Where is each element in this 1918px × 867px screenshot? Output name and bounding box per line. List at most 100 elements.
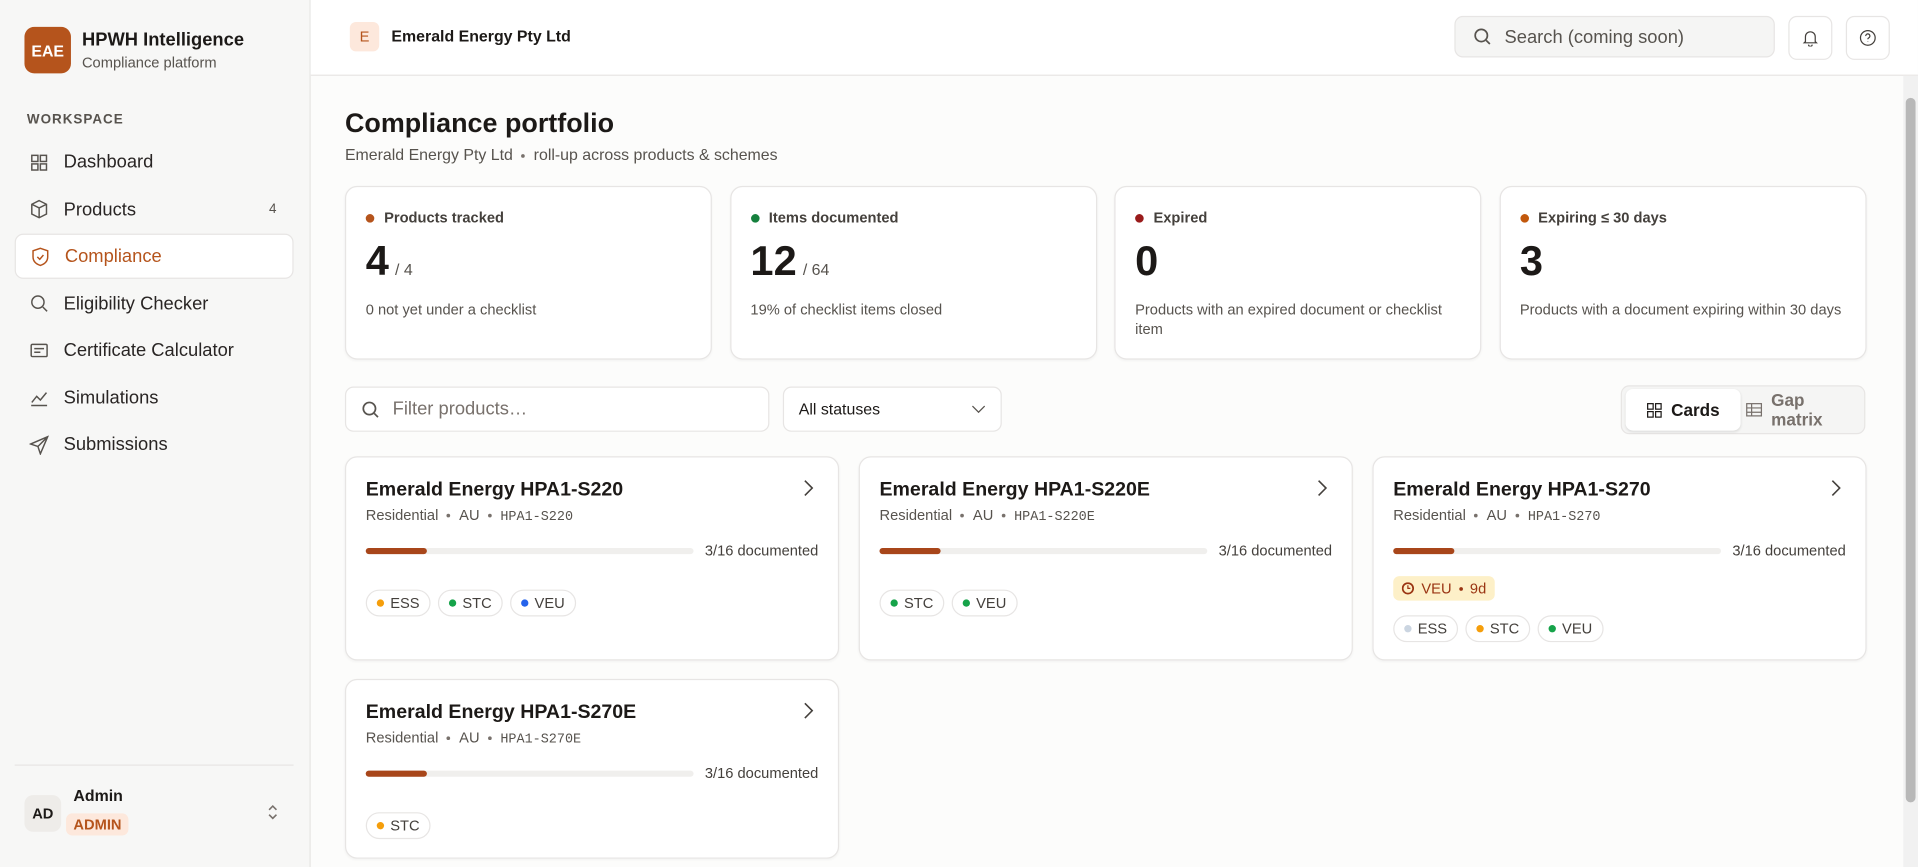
product-region: AU	[459, 506, 480, 524]
open-arrow[interactable]	[1317, 479, 1328, 496]
product-name: Emerald Energy HPA1-S220E	[879, 479, 1150, 501]
nav-icon	[31, 392, 48, 407]
stat-note: Products with an expired document or che…	[1135, 300, 1442, 338]
nav-item[interactable]: Certificate Calculator	[15, 328, 294, 373]
scheme-dot	[521, 599, 529, 607]
brand: HPWH Intelligence	[81, 29, 245, 51]
view-button[interactable]: Gap matrix	[1746, 389, 1861, 431]
alert-days: 9d	[1469, 579, 1487, 597]
product-meta: Residential AU HPA1-S220	[366, 506, 573, 524]
nav-item[interactable]: Submissions	[15, 422, 294, 467]
scheme-name: STC	[903, 594, 934, 612]
page-subtitle: Emerald Energy Pty Ltd roll-up across pro…	[345, 146, 778, 164]
stat-dot	[1519, 213, 1529, 223]
stat-card: Expired 0 Products with an expired documen…	[1114, 185, 1482, 360]
progress-track	[365, 770, 694, 777]
nav-item[interactable]: Compliance	[14, 233, 294, 279]
nav-icon	[29, 434, 49, 455]
view-button[interactable]: Cards	[1625, 388, 1741, 431]
stat-dot	[365, 213, 375, 223]
view-label: Gap matrix	[1771, 390, 1823, 430]
open-arrow[interactable]	[804, 479, 814, 496]
product-card[interactable]: Emerald Energy HPA1-S220E Residential AU HP…	[858, 456, 1353, 661]
avatar: AD	[24, 795, 62, 832]
subtitle-rest: roll-up across products & schemes	[533, 145, 778, 164]
scheme-dot	[1548, 625, 1556, 633]
product-region: AU	[972, 506, 994, 524]
product-model: HPA1-S220E	[1014, 510, 1095, 525]
product-region: AU	[459, 729, 480, 747]
product-card[interactable]: Emerald Energy HPA1-S220 Residential AU HPA…	[344, 456, 840, 661]
open-arrow[interactable]	[804, 702, 814, 719]
scroll-thumb[interactable]	[1905, 97, 1916, 803]
nav-item[interactable]: Eligibility Checker	[15, 281, 294, 326]
nav-label: Products	[63, 198, 137, 220]
product-category: Residential	[365, 506, 439, 524]
nav-label: Compliance	[64, 245, 162, 267]
search-placeholder: Search (coming soon)	[1504, 26, 1685, 48]
view-label: Cards	[1671, 399, 1720, 420]
nav-item[interactable]: Products 4	[15, 187, 294, 232]
scheme-name: VEU	[534, 594, 565, 612]
scheme-name: ESS	[390, 594, 420, 612]
scheme-dot	[1404, 625, 1412, 633]
nav-label: Simulations	[63, 387, 159, 408]
stat-dot	[750, 213, 759, 223]
subtitle-org: Emerald Energy Pty Ltd	[344, 145, 513, 164]
progress-label: 3/16 documented	[1218, 541, 1333, 560]
stat-note: 19% of checklist items closed	[750, 300, 943, 319]
stat-value-row: 12 / 64	[750, 239, 829, 287]
product-name: Emerald Energy HPA1-S220	[365, 479, 624, 501]
progress-fill	[1393, 547, 1455, 555]
progress-label: 3/16 documented	[704, 541, 819, 560]
product-meta: Residential AU HPA1-S220E	[879, 506, 1094, 524]
scheme-dot	[376, 599, 385, 607]
progress-track	[365, 547, 694, 555]
scheme-name: STC	[462, 594, 492, 612]
scheme-pill: ESS	[365, 589, 431, 617]
product-card[interactable]: Emerald Energy HPA1-S270E Residential AU HP…	[344, 678, 840, 859]
progress-fill	[365, 770, 428, 777]
scheme-pill: STC	[365, 812, 431, 840]
nav-label: Eligibility Checker	[63, 292, 209, 314]
separator	[1515, 514, 1520, 518]
org-name[interactable]: Emerald Energy Pty Ltd	[391, 26, 571, 46]
separator	[521, 154, 526, 158]
nav-item[interactable]: Simulations	[15, 375, 294, 420]
nav-item[interactable]: Dashboard	[15, 139, 294, 184]
stat-card: Products tracked 4 / 4 0 not yet under a ch…	[344, 185, 712, 360]
product-card[interactable]: Emerald Energy HPA1-S270 Residential AU HPA…	[1372, 456, 1867, 661]
alert-scheme: VEU	[1421, 579, 1452, 597]
alert-pill: VEU 9d	[1393, 576, 1495, 601]
product-name: Emerald Energy HPA1-S270E	[365, 702, 637, 723]
separator	[1458, 586, 1463, 591]
separator	[488, 736, 492, 741]
status-select[interactable]: All statuses	[782, 386, 1002, 432]
stat-note: Products with a document expiring within…	[1519, 300, 1842, 319]
user-menu[interactable]	[265, 802, 280, 822]
open-arrow[interactable]	[1831, 479, 1841, 496]
org-badge: E	[349, 22, 380, 52]
progress-fill	[879, 547, 941, 555]
separator	[446, 514, 451, 518]
nav-icon	[31, 154, 48, 171]
notifications[interactable]	[1788, 15, 1833, 60]
clock-icon	[1401, 582, 1415, 595]
nav-icon	[31, 295, 48, 312]
product-name: Emerald Energy HPA1-S270	[1393, 479, 1651, 501]
help[interactable]	[1845, 15, 1890, 60]
logo: EAE	[24, 26, 71, 74]
stat-value: 4	[365, 238, 389, 286]
stat-card: Expiring ≤ 30 days 3 Products with a docum…	[1499, 185, 1866, 360]
product-model: HPA1-S220	[500, 510, 574, 525]
nav-label: Certificate Calculator	[63, 340, 234, 361]
stat-value-row: 4 / 4	[366, 239, 413, 287]
search[interactable]: Search (coming soon)	[1454, 15, 1775, 58]
stat-label: Expiring ≤ 30 days	[1538, 209, 1667, 227]
scheme-pill: STC	[1465, 615, 1531, 643]
filter-input[interactable]: Filter products…	[344, 386, 770, 432]
view-icon	[1746, 403, 1763, 417]
scheme-dot	[962, 599, 970, 607]
scheme-pill: VEU	[1537, 615, 1604, 643]
scheme-dot	[448, 599, 457, 607]
